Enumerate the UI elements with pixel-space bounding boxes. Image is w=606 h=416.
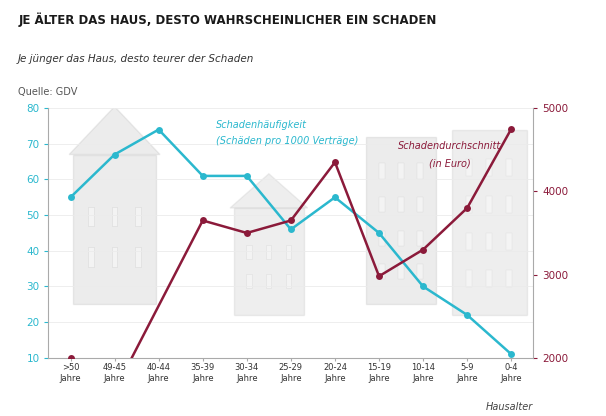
Text: JE ÄLTER DAS HAUS, DESTO WAHRSCHEINLICHER EIN SCHADEN: JE ÄLTER DAS HAUS, DESTO WAHRSCHEINLICHE… [18, 12, 436, 27]
Bar [398, 264, 404, 279]
Bar [486, 159, 492, 176]
Text: Schadenhäufigkeit: Schadenhäufigkeit [216, 119, 307, 129]
Bar [398, 163, 404, 178]
Text: Schadendurchschnitt: Schadendurchschnitt [398, 141, 501, 151]
Text: (in Euro): (in Euro) [428, 159, 470, 169]
Bar [379, 163, 385, 178]
Bar [451, 129, 527, 315]
Polygon shape [69, 106, 160, 154]
Bar [398, 197, 404, 212]
Bar [266, 245, 271, 259]
Bar [466, 270, 471, 287]
Bar [486, 233, 492, 250]
Polygon shape [230, 174, 308, 208]
Bar [486, 196, 492, 213]
Bar [417, 230, 423, 245]
Bar [285, 274, 291, 288]
Bar [73, 154, 156, 304]
Bar [379, 230, 385, 245]
Bar [233, 208, 304, 315]
Bar [507, 196, 512, 213]
Bar [112, 207, 117, 226]
Text: (Schäden pro 1000 Verträge): (Schäden pro 1000 Verträge) [216, 136, 358, 146]
Bar [246, 274, 251, 288]
Bar [507, 270, 512, 287]
Bar [507, 233, 512, 250]
Bar [379, 264, 385, 279]
Bar [466, 233, 471, 250]
Bar [466, 159, 471, 176]
Bar [366, 137, 436, 304]
Bar [417, 264, 423, 279]
Bar [135, 207, 141, 226]
Bar [486, 270, 492, 287]
Text: Je jünger das Haus, desto teurer der Schaden: Je jünger das Haus, desto teurer der Sch… [18, 54, 255, 64]
Bar [507, 159, 512, 176]
Bar [398, 230, 404, 245]
Bar [112, 248, 117, 267]
Bar [417, 197, 423, 212]
Bar [266, 274, 271, 288]
Text: Hausalter: Hausalter [486, 402, 533, 412]
Text: Quelle: GDV: Quelle: GDV [18, 87, 78, 97]
Bar [135, 248, 141, 267]
Bar [88, 248, 94, 267]
Bar [285, 245, 291, 259]
Bar [379, 197, 385, 212]
Bar [466, 196, 471, 213]
Bar [417, 163, 423, 178]
Bar [88, 207, 94, 226]
Bar [246, 245, 251, 259]
